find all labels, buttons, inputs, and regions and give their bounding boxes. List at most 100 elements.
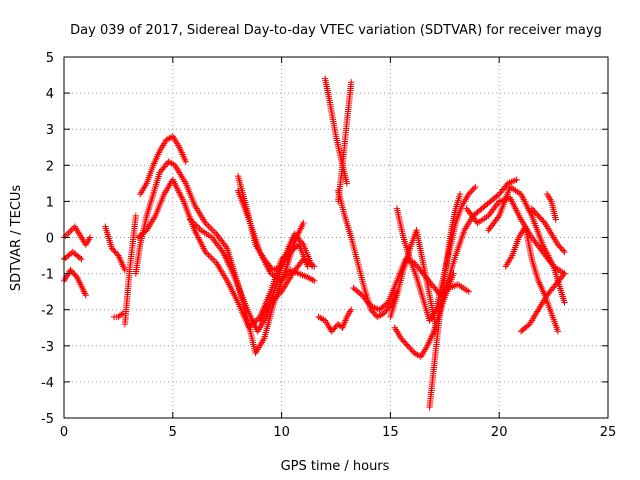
data-point-marker: [213, 230, 220, 238]
series-track-a: [60, 266, 89, 299]
data-point-marker: [554, 328, 562, 335]
data-point-marker: [78, 255, 85, 263]
data-point-marker: [534, 242, 542, 249]
data-point-marker: [217, 237, 225, 244]
series-track-l: [234, 187, 307, 285]
data-point-marker: [487, 223, 494, 231]
data-point-marker: [487, 209, 494, 216]
series-track-s: [387, 227, 440, 331]
series-track-q: [334, 187, 401, 321]
data-point-marker: [489, 206, 497, 213]
data-point-marker: [559, 247, 567, 254]
data-point-marker: [62, 232, 69, 240]
data-point-marker: [211, 258, 218, 265]
y-tick-label: -4: [41, 376, 54, 391]
data-point-marker: [194, 223, 202, 231]
series-track-c: [60, 248, 85, 263]
data-point-marker: [348, 306, 355, 313]
data-point-marker: [307, 275, 315, 283]
data-point-marker: [297, 259, 305, 266]
data-point-marker: [206, 253, 214, 260]
series-track-n: [315, 306, 355, 335]
data-point-marker: [492, 217, 499, 224]
x-tick-label: 10: [273, 425, 290, 440]
data-point-marker: [465, 208, 473, 216]
data-point-marker: [309, 276, 316, 284]
data-point-marker: [311, 263, 318, 270]
data-point-marker: [164, 135, 172, 143]
data-point-marker: [311, 277, 318, 285]
x-tick-label: 25: [600, 425, 617, 440]
data-point-marker: [168, 160, 175, 167]
data-point-marker: [202, 248, 209, 256]
data-point-marker: [357, 290, 364, 298]
data-point-marker: [166, 159, 174, 166]
data-point-marker: [513, 176, 520, 183]
data-point-marker: [535, 243, 543, 251]
series-track-d: [102, 223, 129, 274]
data-point-marker: [208, 234, 216, 241]
x-tick-label: 15: [382, 425, 399, 440]
data-point-marker: [202, 219, 209, 227]
series-track-p: [334, 79, 355, 205]
data-point-marker: [488, 222, 496, 229]
series-track-x: [463, 194, 568, 277]
data-point-marker: [300, 219, 307, 227]
y-tick-label: 0: [46, 232, 54, 247]
data-point-marker: [295, 262, 302, 269]
series-track-k: [234, 172, 311, 274]
data-point-marker: [190, 219, 197, 226]
series-track-h: [136, 133, 190, 198]
y-tick-label: 3: [46, 123, 54, 138]
data-point-marker: [491, 219, 498, 226]
data-point-marker: [471, 216, 479, 224]
data-point-marker: [221, 241, 228, 249]
data-point-marker: [170, 161, 177, 168]
data-point-marker: [269, 297, 276, 305]
series-track-f: [121, 212, 140, 328]
data-point-marker: [187, 216, 194, 223]
data-point-marker: [488, 207, 496, 215]
data-point-marker: [491, 204, 498, 212]
data-point-marker: [306, 274, 313, 282]
data-point-marker: [375, 312, 383, 320]
data-point-marker: [216, 243, 223, 251]
data-point-marker: [214, 232, 221, 239]
data-point-marker: [113, 250, 121, 258]
data-point-marker: [318, 315, 326, 322]
data-point-marker: [493, 201, 500, 208]
data-point-marker: [552, 216, 559, 223]
data-point-marker: [348, 79, 355, 86]
data-point-marker: [188, 217, 195, 225]
data-point-marker: [377, 311, 384, 319]
data-point-marker: [67, 228, 74, 235]
data-point-marker: [465, 288, 472, 295]
x-axis-label: GPS time / hours: [281, 459, 390, 474]
y-tick-label: 1: [46, 195, 54, 210]
data-point-marker: [315, 313, 322, 321]
grid-lines: [64, 57, 608, 418]
data-point-marker: [374, 313, 381, 321]
series-track-ab: [528, 205, 568, 256]
data-point-marker: [296, 260, 303, 268]
series-track-ac: [543, 190, 559, 223]
data-point-marker: [317, 314, 324, 322]
data-point-marker: [214, 242, 222, 249]
data-point-marker: [320, 316, 327, 323]
data-point-marker: [304, 274, 311, 281]
data-point-marker: [464, 207, 471, 214]
series-track-b: [60, 223, 94, 248]
data-point-marker: [205, 222, 212, 230]
series-track-i: [134, 176, 296, 331]
data-point-marker: [222, 243, 230, 250]
data-point-marker: [267, 299, 274, 306]
y-axis-ticks: -5 -4 -3 -2 -1 0 1 2 3 4 5: [41, 51, 608, 427]
data-point-marker: [203, 221, 211, 228]
data-point-marker: [531, 237, 538, 244]
data-point-marker: [218, 247, 225, 254]
data-point-marker: [167, 134, 175, 141]
data-point-marker: [494, 214, 502, 221]
data-point-marker: [219, 238, 226, 246]
data-point-marker: [561, 270, 568, 277]
data-point-marker: [213, 240, 221, 248]
